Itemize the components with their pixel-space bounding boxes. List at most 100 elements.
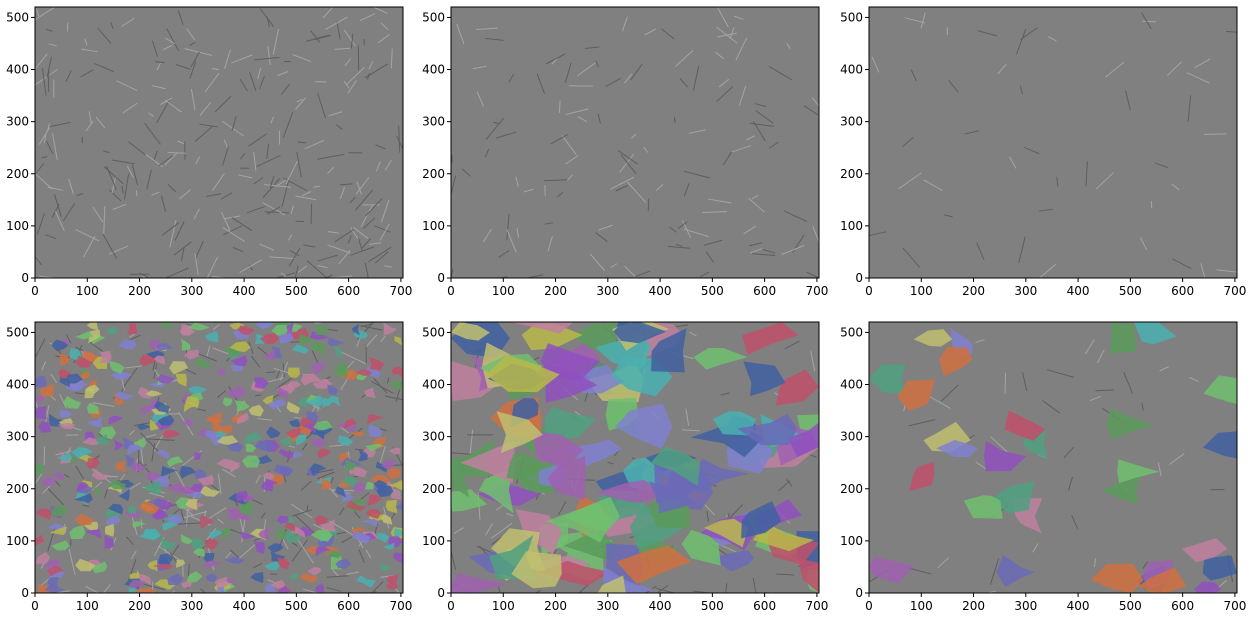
cell-texture xyxy=(59,393,67,409)
cell-texture xyxy=(256,154,281,167)
cell-texture xyxy=(241,518,246,543)
mask-blob xyxy=(231,355,248,367)
mask-blob xyxy=(35,534,45,547)
cell-texture xyxy=(743,225,756,235)
mask-blob xyxy=(108,415,124,425)
mask-blob xyxy=(613,322,667,344)
mask-blob xyxy=(393,528,403,537)
mask-blob xyxy=(309,463,327,476)
cell-texture xyxy=(174,221,185,241)
cell-texture xyxy=(211,67,219,71)
cell-texture xyxy=(374,225,391,233)
y-tick-label: 300 xyxy=(422,430,445,444)
cell-texture xyxy=(679,78,688,88)
cell-texture xyxy=(1095,389,1114,392)
cell-texture xyxy=(746,135,756,141)
mask-blob xyxy=(355,369,373,376)
cell-texture xyxy=(298,265,307,273)
mask-blob xyxy=(35,508,52,520)
cell-texture xyxy=(334,47,350,50)
cell-texture xyxy=(295,195,317,201)
cell-texture xyxy=(102,233,118,259)
cell-texture xyxy=(283,474,287,483)
x-tick-label: 700 xyxy=(805,284,828,298)
mask-blob xyxy=(681,529,721,566)
cell-texture xyxy=(231,217,252,231)
cell-texture xyxy=(100,65,114,73)
cell-texture xyxy=(752,121,766,142)
mask-blob xyxy=(180,534,193,545)
cell-texture xyxy=(1169,453,1185,465)
mask-blob xyxy=(309,331,329,340)
cell-texture xyxy=(128,141,147,156)
cell-texture xyxy=(630,63,643,81)
cell-texture xyxy=(217,518,224,524)
mask-blob xyxy=(284,522,296,532)
cell-texture xyxy=(578,584,589,594)
cell-texture xyxy=(195,156,201,164)
cell-texture xyxy=(184,368,197,375)
cell-texture xyxy=(595,60,600,68)
x-tick-label: 600 xyxy=(1171,599,1194,613)
mask-blob xyxy=(615,403,673,449)
mask-blob xyxy=(292,344,310,354)
mask-blob xyxy=(314,515,329,526)
x-tick-label: 400 xyxy=(1067,284,1090,298)
mask-blob xyxy=(391,488,401,500)
mask-blob xyxy=(312,378,333,389)
cell-texture xyxy=(353,227,369,239)
mask-blob xyxy=(317,448,332,460)
mask-blob xyxy=(1134,322,1177,345)
y-tick-label: 400 xyxy=(6,378,29,392)
cell-texture xyxy=(675,50,694,67)
mask-blob xyxy=(221,527,231,539)
cell-texture xyxy=(355,189,374,211)
y-tick-label: 0 xyxy=(855,271,863,285)
mask-blob xyxy=(143,481,163,495)
cell-texture xyxy=(83,235,96,258)
mask-blob xyxy=(1090,563,1144,593)
mask-blob xyxy=(511,322,574,334)
mask-blob xyxy=(157,414,175,426)
y-tick-label: 500 xyxy=(840,325,863,339)
mask-blob xyxy=(224,557,245,564)
mask-blob xyxy=(91,469,112,480)
cell-texture xyxy=(561,135,577,155)
mask-blob xyxy=(277,557,290,570)
cell-texture xyxy=(139,272,150,279)
mask-blob xyxy=(95,434,109,445)
mask-blob xyxy=(57,451,72,462)
cell-texture xyxy=(620,154,637,175)
mask-blob xyxy=(315,546,332,557)
cell-texture xyxy=(326,587,341,592)
cell-texture xyxy=(291,539,308,562)
cell-texture xyxy=(104,489,108,499)
mask-blob xyxy=(234,400,250,412)
cell-texture xyxy=(229,528,242,535)
cell-texture xyxy=(322,6,334,19)
cell-texture xyxy=(702,211,727,214)
cell-texture xyxy=(768,141,779,149)
cell-texture xyxy=(123,367,138,387)
x-tick-label: 300 xyxy=(596,284,619,298)
mask-blob xyxy=(310,362,325,375)
mask-blob xyxy=(284,529,303,544)
mask-blob xyxy=(203,553,215,563)
mask-blob xyxy=(62,396,82,409)
mask-blob xyxy=(87,402,99,414)
cell-texture xyxy=(715,51,724,60)
x-tick-label: 600 xyxy=(753,284,776,298)
cell-texture xyxy=(703,239,723,246)
mask-blob xyxy=(75,558,96,572)
cell-texture xyxy=(276,272,296,279)
mask-blob xyxy=(160,465,178,477)
mask-blob xyxy=(939,346,972,377)
mask-blob xyxy=(382,542,395,550)
mask-blob xyxy=(264,561,281,571)
cell-texture xyxy=(260,512,266,519)
mask-blob xyxy=(184,489,204,499)
mask-blob xyxy=(325,550,342,559)
cell-texture xyxy=(1063,446,1074,459)
cell-texture xyxy=(396,135,404,150)
cell-texture xyxy=(292,54,312,63)
